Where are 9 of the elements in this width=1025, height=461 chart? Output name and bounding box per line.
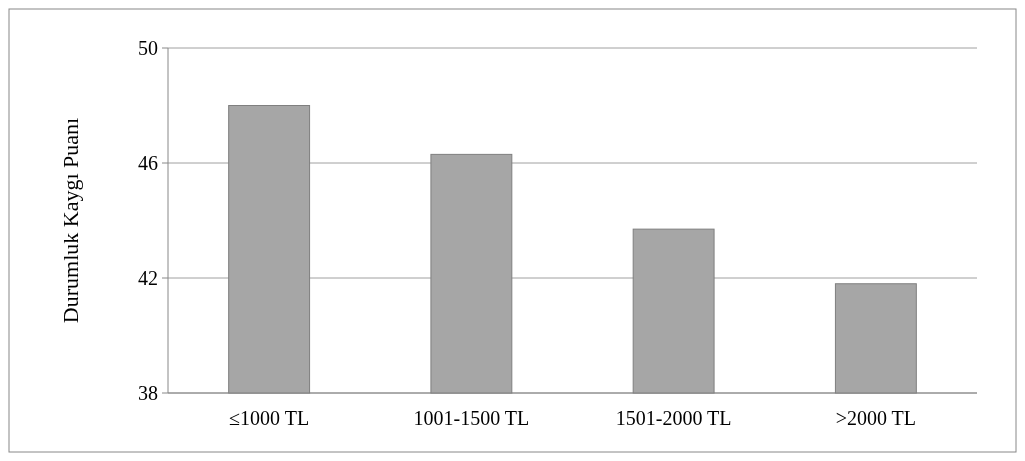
- y-tick-label: 50: [138, 37, 158, 59]
- x-tick-label: >2000 TL: [835, 407, 917, 429]
- y-tick-label: 38: [138, 382, 158, 404]
- y-tick-label: 42: [138, 267, 158, 289]
- x-tick-label: 1001-1500 TL: [413, 407, 530, 429]
- x-tick-label: 1501-2000 TL: [615, 407, 732, 429]
- y-axis-title: Durumluk Kaygı Puanı: [58, 117, 83, 324]
- x-tick-label: ≤1000 TL: [229, 407, 310, 429]
- y-tick-label: 46: [138, 152, 158, 174]
